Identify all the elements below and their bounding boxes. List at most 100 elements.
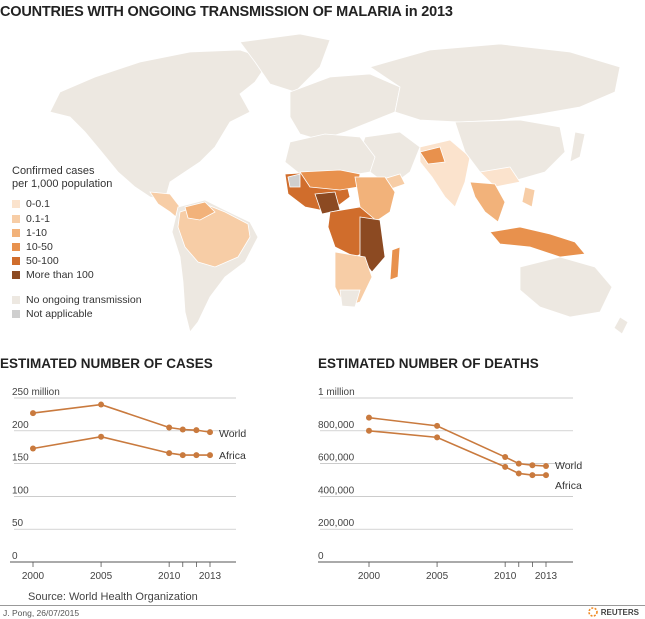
data-point — [434, 434, 441, 441]
legend-item-swatch — [12, 271, 20, 279]
data-point — [543, 472, 549, 479]
y-tick-label: 0 — [318, 551, 324, 562]
map-western-sahara — [287, 173, 301, 188]
map-east-asia — [454, 119, 566, 183]
data-point — [98, 401, 105, 408]
data-point — [207, 429, 213, 436]
legend-extra-item: No ongoing transmission — [12, 294, 142, 306]
legend-item-swatch — [12, 229, 20, 237]
map-afghanistan — [419, 146, 446, 165]
data-point — [366, 414, 372, 421]
x-tick-label: 2010 — [494, 571, 517, 582]
y-tick-label: 100 — [12, 485, 29, 496]
y-tick-label: 50 — [12, 518, 24, 529]
legend-item-label: 10-50 — [26, 241, 53, 253]
legend-item: 50-100 — [12, 255, 59, 267]
legend-title: Confirmed cases per 1,000 population — [12, 165, 112, 191]
cases-chart: 250 million 200 150 100 50 0 2000 2005 2010 2013 W… — [10, 387, 246, 582]
legend-extra-item-swatch — [12, 310, 20, 318]
x-tick-label: 2005 — [90, 571, 113, 582]
data-point — [502, 463, 509, 470]
data-point — [30, 410, 36, 417]
cases-chart-title: ESTIMATED NUMBER OF CASES — [0, 356, 213, 371]
y-tick-label: 800,000 — [318, 420, 355, 431]
data-point — [207, 452, 213, 459]
data-point — [179, 452, 186, 459]
data-point — [515, 460, 522, 467]
legend-extra-item-label: Not applicable — [26, 308, 93, 320]
legend-item: 10-50 — [12, 241, 53, 253]
credit-note: J. Pong, 26/07/2015 — [3, 608, 80, 618]
data-point — [366, 427, 372, 434]
data-point — [98, 433, 105, 440]
series-line-world — [368, 416, 547, 467]
legend-item-swatch — [12, 200, 20, 208]
map-japan — [569, 131, 586, 163]
y-tick-label: 1 million — [318, 387, 355, 398]
source-note: Source: World Health Organization — [28, 591, 198, 603]
legend-extra-item: Not applicable — [12, 308, 93, 320]
map-great-lakes — [359, 216, 386, 273]
map-greenland — [239, 33, 331, 93]
map-amazon-region — [177, 203, 251, 268]
map-north-asia — [369, 43, 621, 123]
data-point — [434, 422, 441, 429]
x-tick-label: 2013 — [199, 571, 222, 582]
map-south-africa — [339, 289, 361, 308]
series-label: Africa — [219, 450, 246, 462]
legend-item-swatch — [12, 243, 20, 251]
page-title: COUNTRIES WITH ONGOING TRANSMISSION OF M… — [0, 4, 453, 20]
data-point — [30, 445, 36, 452]
legend-item: More than 100 — [12, 269, 94, 281]
legend-item: 1-10 — [12, 227, 47, 239]
legend-item-label: 0.1-1 — [26, 213, 50, 225]
reuters-logo: REUTERS — [587, 607, 639, 617]
legend-item-label: 1-10 — [26, 227, 48, 239]
y-tick-label: 400,000 — [318, 485, 355, 496]
data-point — [166, 424, 173, 431]
data-point — [193, 452, 200, 459]
y-tick-label: 0 — [12, 551, 18, 562]
legend-item-label: 50-100 — [26, 255, 59, 267]
data-point — [543, 463, 549, 470]
data-point — [529, 462, 536, 469]
map-philippines — [521, 186, 536, 208]
map-north-africa — [284, 133, 376, 178]
y-tick-label: 250 million — [12, 387, 60, 398]
map-china-south — [479, 166, 521, 188]
map-se-asia — [469, 181, 506, 223]
y-tick-label: 600,000 — [318, 453, 355, 464]
data-point — [166, 450, 173, 457]
deaths-chart-title: ESTIMATED NUMBER OF DEATHS — [318, 356, 539, 371]
reuters-icon — [587, 607, 598, 617]
legend-item-swatch — [12, 215, 20, 223]
series-line-africa — [368, 430, 546, 476]
map-venezuela-region — [184, 201, 216, 221]
reuters-brand: REUTERS — [600, 607, 639, 617]
series-label: Africa — [555, 480, 582, 492]
y-tick-label: 200,000 — [318, 518, 355, 529]
legend-extra-item-swatch — [12, 296, 20, 304]
map-australia — [519, 256, 613, 318]
data-point — [502, 454, 509, 461]
legend-item-label: More than 100 — [26, 269, 94, 281]
legend-item: 0.1-1 — [12, 213, 50, 225]
data-point — [529, 472, 536, 479]
y-tick-label: 200 — [12, 420, 29, 431]
legend-item-swatch — [12, 257, 20, 265]
data-point — [515, 470, 522, 477]
x-tick-label: 2000 — [22, 571, 45, 582]
x-tick-label: 2010 — [158, 571, 181, 582]
x-tick-label: 2005 — [426, 571, 449, 582]
map-new-zealand — [613, 316, 629, 335]
legend-item-label: 0-0.1 — [26, 198, 50, 210]
legend-extra-item-label: No ongoing transmission — [26, 294, 142, 306]
map-north-america — [49, 49, 271, 201]
deaths-chart: 1 million 800,000 600,000 400,000 200,000 0 20… — [318, 387, 582, 582]
y-tick-label: 150 — [12, 453, 29, 464]
legend-title-line2: per 1,000 population — [12, 178, 113, 190]
series-label: World — [555, 460, 582, 472]
legend-item: 0-0.1 — [12, 198, 50, 210]
x-tick-label: 2013 — [535, 571, 558, 582]
legend-title-line1: Confirmed cases — [12, 165, 95, 177]
